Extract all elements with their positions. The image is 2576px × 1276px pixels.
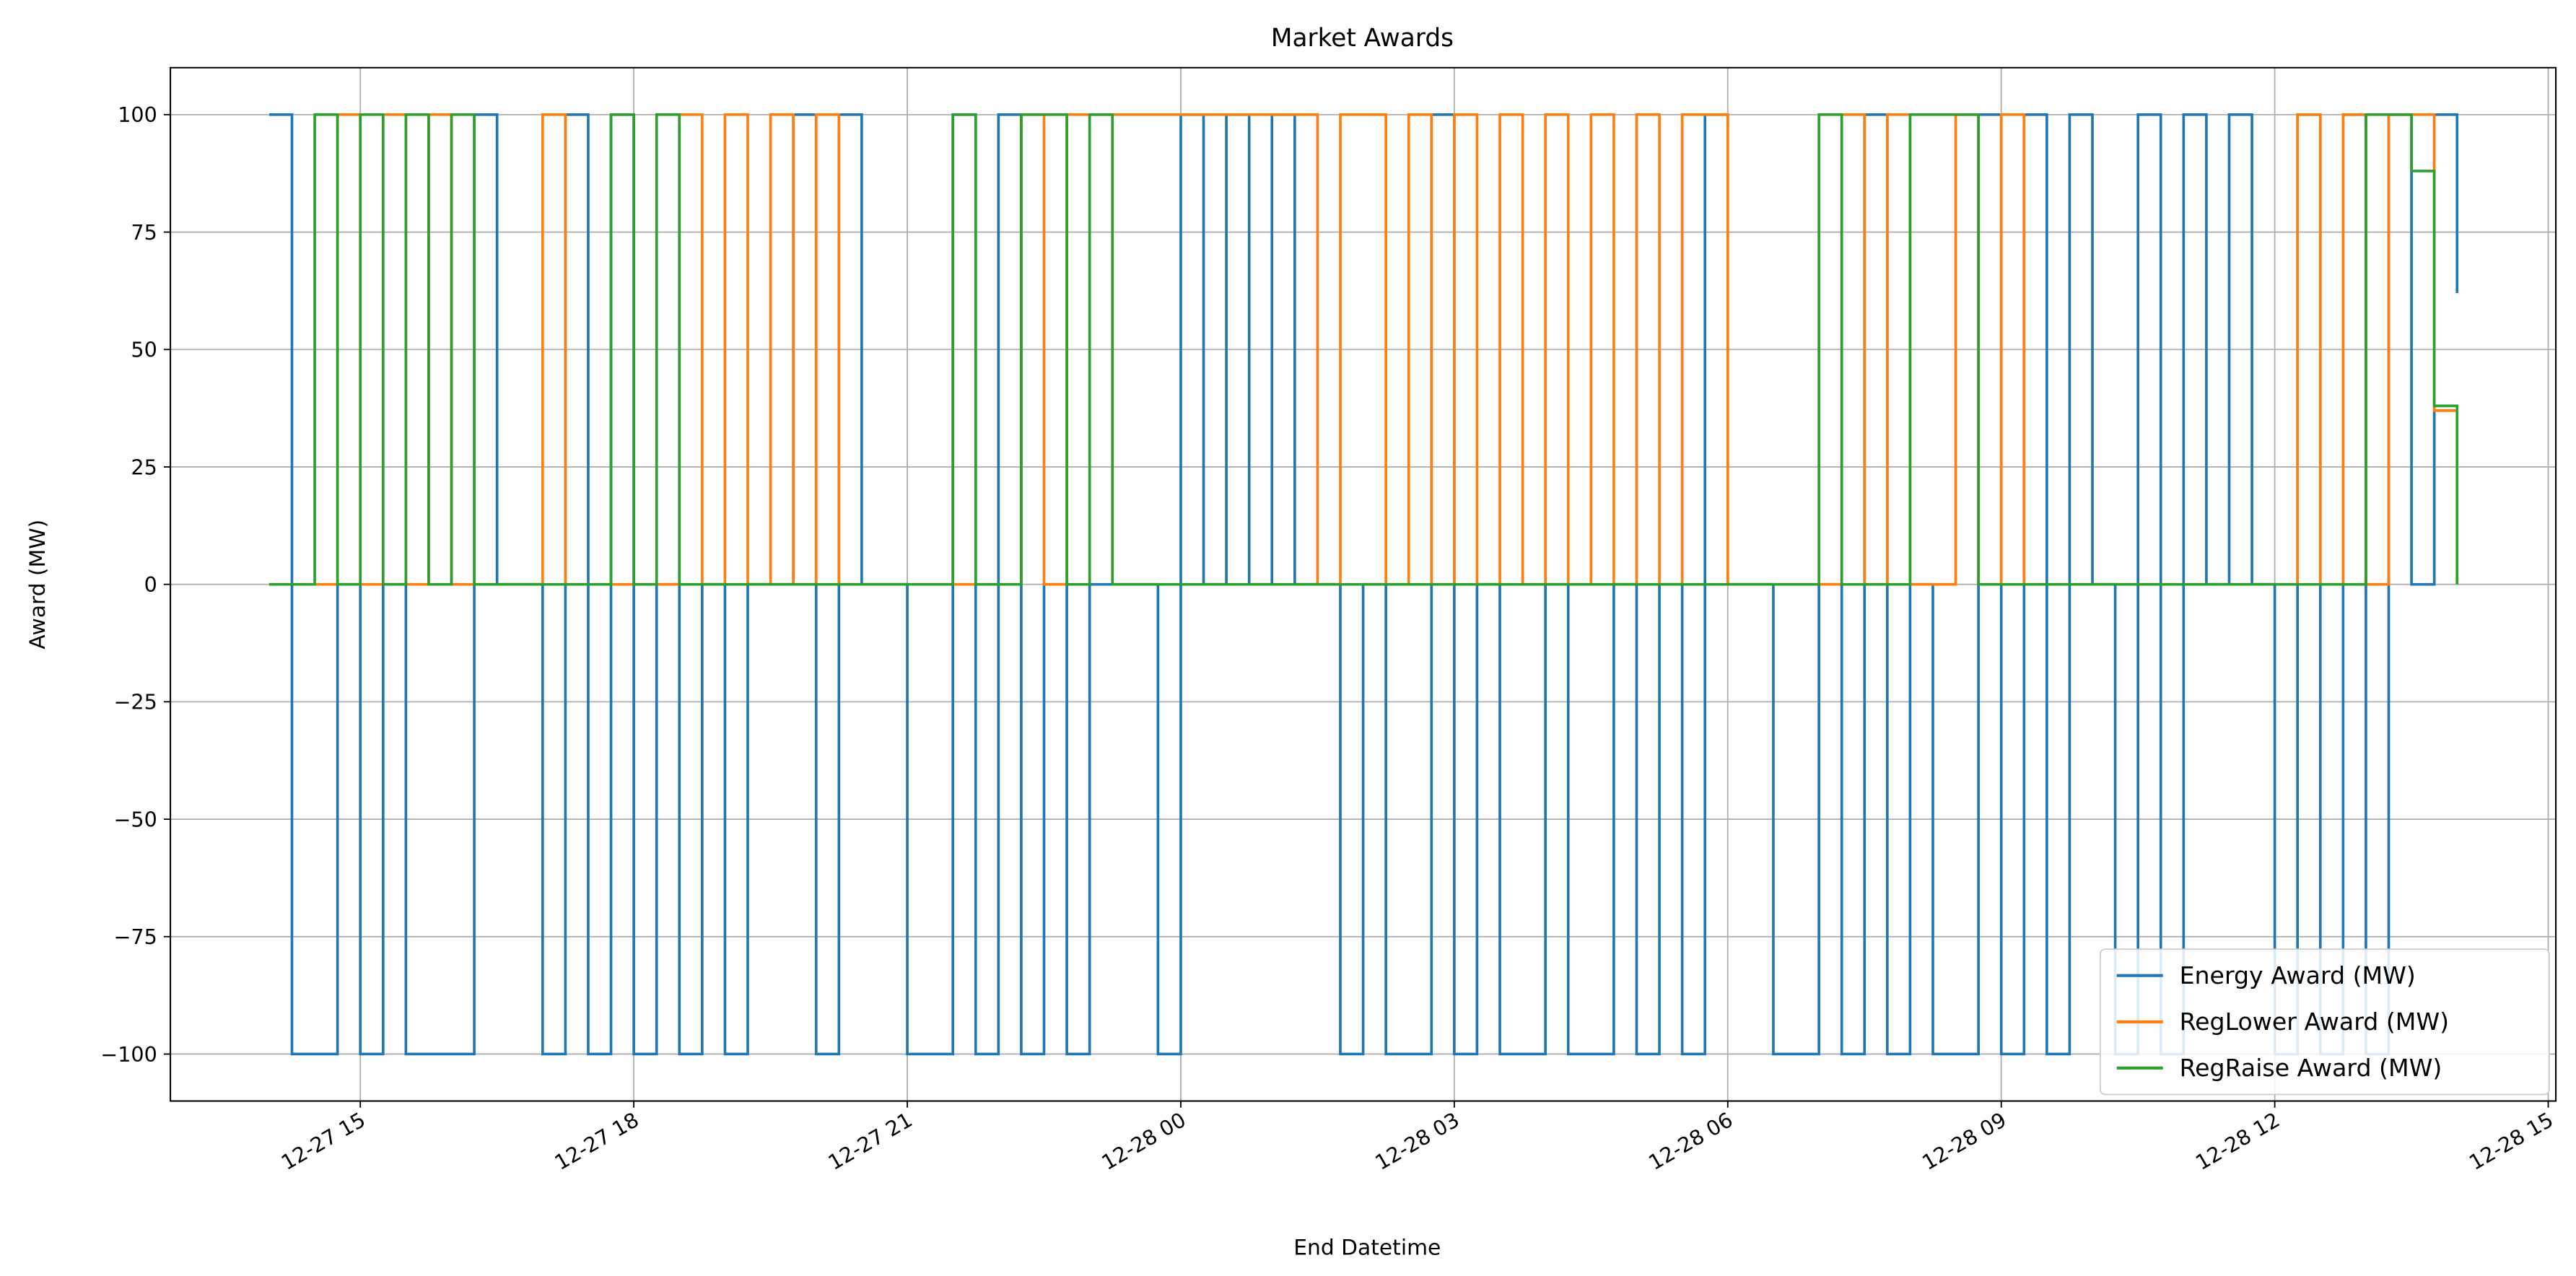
- legend-label: Energy Award (MW): [2180, 961, 2416, 989]
- x-axis-label: End Datetime: [1293, 1235, 1441, 1260]
- y-tick-label: 0: [144, 572, 157, 597]
- y-tick-label: 50: [131, 338, 157, 362]
- y-tick-label: 75: [131, 220, 157, 245]
- legend-box: [2099, 948, 2550, 1096]
- y-tick-label: −50: [113, 807, 157, 831]
- series-line: [268, 113, 2459, 586]
- y-tick-label: −75: [113, 925, 157, 949]
- legend-label: RegLower Award (MW): [2180, 1008, 2450, 1036]
- y-tick-label: −25: [113, 690, 157, 715]
- legend: Energy Award (MW) RegLower Award (MW) RegR…: [2099, 948, 2550, 1096]
- legend-label: RegRaise Award (MW): [2180, 1054, 2442, 1082]
- y-tick-label: 100: [118, 102, 157, 127]
- y-tick-label: −100: [100, 1042, 157, 1067]
- y-tick-label: 25: [131, 455, 157, 479]
- y-axis-label: Award (MW): [25, 520, 51, 650]
- chart-title: Market Awards: [1271, 24, 1454, 53]
- plot-frame: [170, 66, 2557, 1102]
